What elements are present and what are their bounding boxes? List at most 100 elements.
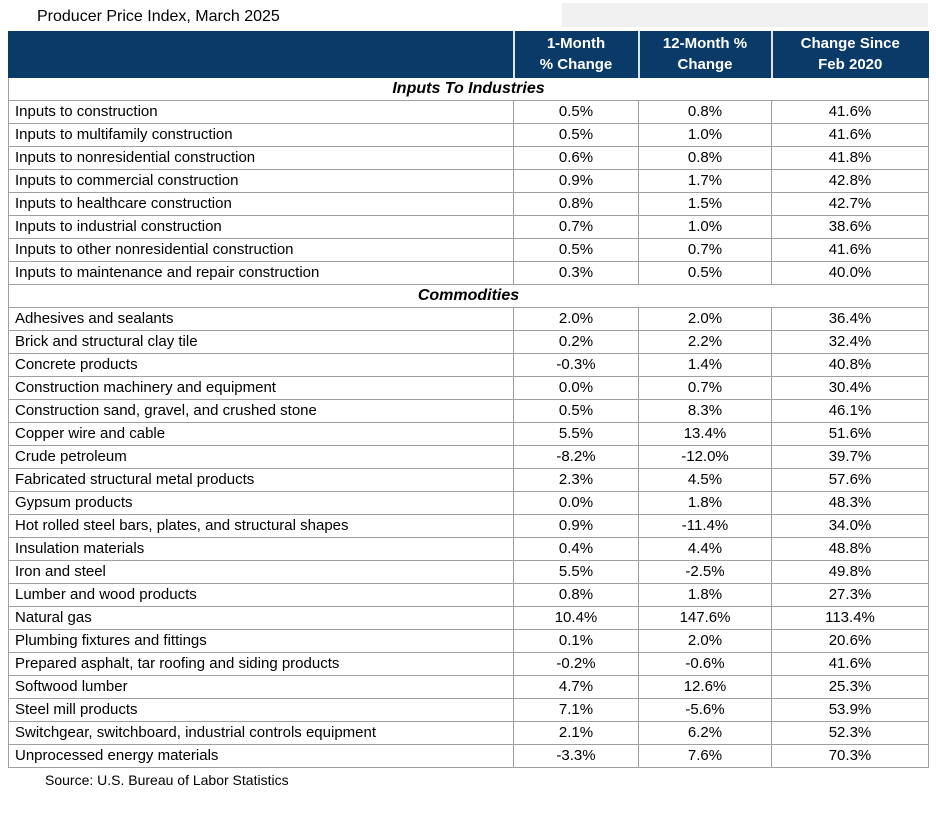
row-value: 25.3%	[771, 675, 929, 699]
row-value: 57.6%	[771, 468, 929, 492]
row-value: -2.5%	[638, 560, 772, 584]
table-row: Iron and steel 5.5% -2.5% 49.8%	[8, 560, 929, 584]
table-row: Inputs to commercial construction 0.9% 1.7…	[8, 169, 929, 193]
row-value: 1.0%	[638, 215, 772, 239]
row-label: Insulation materials	[8, 537, 514, 561]
row-value: -0.3%	[513, 353, 639, 377]
col-header-item	[8, 31, 514, 78]
row-value: 4.5%	[638, 468, 772, 492]
table-row: Natural gas 10.4% 147.6% 113.4%	[8, 606, 929, 630]
table-row: Inputs to other nonresidential construct…	[8, 238, 929, 262]
row-value: 147.6%	[638, 606, 772, 630]
row-value: 1.8%	[638, 583, 772, 607]
row-value: 30.4%	[771, 376, 929, 400]
row-label: Inputs to other nonresidential construct…	[8, 238, 514, 262]
row-value: 46.1%	[771, 399, 929, 423]
row-label: Switchgear, switchboard, industrial cont…	[8, 721, 514, 745]
table-row: Inputs to industrial construction 0.7% 1.0…	[8, 215, 929, 239]
row-value: 42.7%	[771, 192, 929, 216]
row-value: 0.5%	[513, 238, 639, 262]
row-value: 1.7%	[638, 169, 772, 193]
section-title: Commodities	[8, 284, 929, 308]
row-value: 0.6%	[513, 146, 639, 170]
col-header-12-month: 12-Month % Change	[637, 31, 772, 78]
table-row: Steel mill products 7.1% -5.6% 53.9%	[8, 698, 929, 722]
row-value: 48.3%	[771, 491, 929, 515]
row-value: 0.3%	[513, 261, 639, 285]
row-label: Construction machinery and equipment	[8, 376, 514, 400]
row-label: Inputs to multifamily construction	[8, 123, 514, 147]
row-label: Copper wire and cable	[8, 422, 514, 446]
row-label: Unprocessed energy materials	[8, 744, 514, 768]
page-title: Producer Price Index, March 2025	[37, 8, 280, 25]
row-label: Crude petroleum	[8, 445, 514, 469]
table-row: Inputs to nonresidential construction 0.6…	[8, 146, 929, 170]
row-value: 0.7%	[638, 376, 772, 400]
row-value: 0.2%	[513, 330, 639, 354]
row-value: 1.5%	[638, 192, 772, 216]
table-row: Prepared asphalt, tar roofing and siding…	[8, 652, 929, 676]
col-header-1-month: 1-Month % Change	[512, 31, 639, 78]
table-row: Inputs to maintenance and repair constru…	[8, 261, 929, 285]
row-value: 1.0%	[638, 123, 772, 147]
row-value: 0.9%	[513, 169, 639, 193]
table-row: Concrete products -0.3% 1.4% 40.8%	[8, 353, 929, 377]
table-row: Copper wire and cable 5.5% 13.4% 51.6%	[8, 422, 929, 446]
row-value: 0.0%	[513, 491, 639, 515]
row-value: 39.7%	[771, 445, 929, 469]
source-note: Source: U.S. Bureau of Labor Statistics	[45, 772, 289, 788]
row-label: Steel mill products	[8, 698, 514, 722]
row-value: 7.6%	[638, 744, 772, 768]
row-value: 12.6%	[638, 675, 772, 699]
row-value: 8.3%	[638, 399, 772, 423]
row-label: Inputs to construction	[8, 100, 514, 124]
row-value: -5.6%	[638, 698, 772, 722]
row-value: 20.6%	[771, 629, 929, 653]
row-value: 0.5%	[638, 261, 772, 285]
row-value: 0.5%	[513, 100, 639, 124]
row-value: 40.8%	[771, 353, 929, 377]
row-value: 0.4%	[513, 537, 639, 561]
row-value: 1.8%	[638, 491, 772, 515]
table-row: Softwood lumber 4.7% 12.6% 25.3%	[8, 675, 929, 699]
table-row: Brick and structural clay tile 0.2% 2.2% 32…	[8, 330, 929, 354]
row-value: 41.8%	[771, 146, 929, 170]
row-value: 70.3%	[771, 744, 929, 768]
row-label: Softwood lumber	[8, 675, 514, 699]
row-value: 41.6%	[771, 100, 929, 124]
row-label: Inputs to nonresidential construction	[8, 146, 514, 170]
row-label: Fabricated structural metal products	[8, 468, 514, 492]
row-value: 0.5%	[513, 399, 639, 423]
table-row: Construction machinery and equipment 0.0%…	[8, 376, 929, 400]
table-body: Inputs To Industries Inputs to constructi…	[8, 77, 929, 768]
table-row: Gypsum products 0.0% 1.8% 48.3%	[8, 491, 929, 515]
table-row: Inputs to construction 0.5% 0.8% 41.6%	[8, 100, 929, 124]
row-label: Hot rolled steel bars, plates, and struc…	[8, 514, 514, 538]
section-header-row: Commodities	[8, 284, 929, 308]
row-label: Inputs to healthcare construction	[8, 192, 514, 216]
table-row: Crude petroleum -8.2% -12.0% 39.7%	[8, 445, 929, 469]
row-label: Adhesives and sealants	[8, 307, 514, 331]
table-row: Unprocessed energy materials -3.3% 7.6% 70.…	[8, 744, 929, 768]
row-value: 2.3%	[513, 468, 639, 492]
row-value: 2.1%	[513, 721, 639, 745]
ppi-table: 1-Month % Change 12-Month % Change Chang…	[8, 31, 929, 768]
row-value: 5.5%	[513, 560, 639, 584]
row-value: 38.6%	[771, 215, 929, 239]
row-label: Brick and structural clay tile	[8, 330, 514, 354]
row-value: 5.5%	[513, 422, 639, 446]
row-label: Gypsum products	[8, 491, 514, 515]
row-value: 6.2%	[638, 721, 772, 745]
row-value: -11.4%	[638, 514, 772, 538]
row-label: Inputs to maintenance and repair constru…	[8, 261, 514, 285]
row-label: Construction sand, gravel, and crushed s…	[8, 399, 514, 423]
row-value: 0.1%	[513, 629, 639, 653]
row-value: 0.8%	[513, 192, 639, 216]
row-label: Inputs to commercial construction	[8, 169, 514, 193]
row-value: 41.6%	[771, 123, 929, 147]
table-row: Inputs to multifamily construction 0.5% 1.…	[8, 123, 929, 147]
row-value: -3.3%	[513, 744, 639, 768]
row-value: 0.8%	[638, 100, 772, 124]
row-label: Concrete products	[8, 353, 514, 377]
row-value: -12.0%	[638, 445, 772, 469]
